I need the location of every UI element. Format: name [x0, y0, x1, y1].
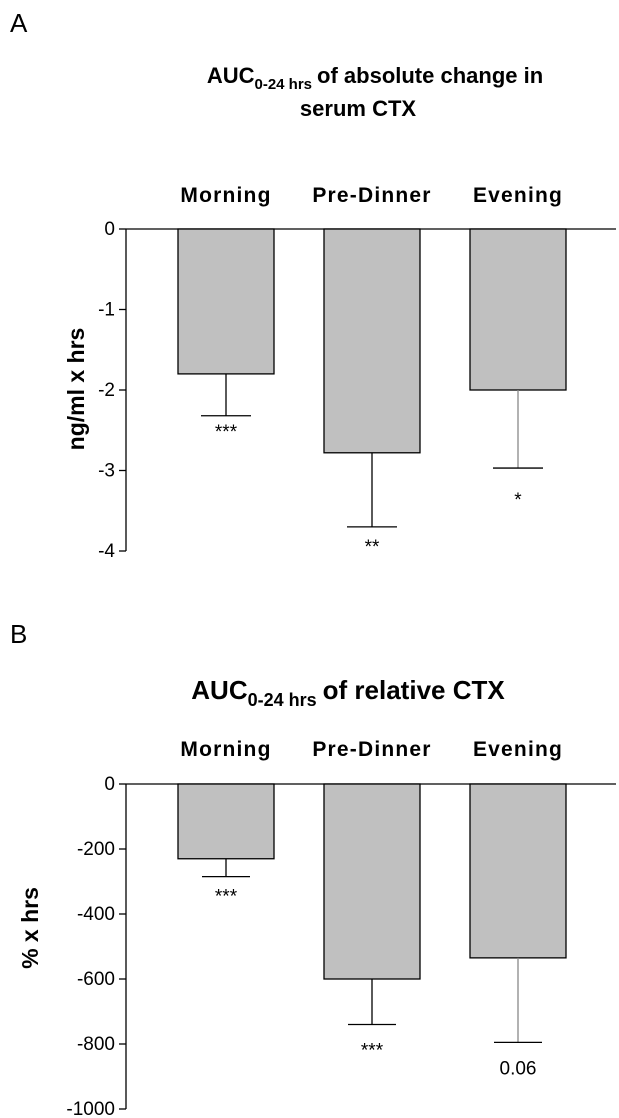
panel-b-title-subscript: 0-24 hrs	[248, 690, 317, 710]
panel-b-category-label: Morning	[180, 738, 271, 761]
panel-a-title-line2: serum CTX	[300, 96, 416, 121]
panel-b-significance-label: ***	[215, 887, 238, 908]
panel-a-category-label: Pre-Dinner	[312, 184, 431, 207]
panel-b-y-tick-label: -200	[77, 839, 115, 860]
panel-b-y-tick-label: -600	[77, 969, 115, 990]
panel-b-significance-label: ***	[361, 1041, 384, 1062]
panel-a-bar	[469, 228, 567, 391]
panel-a-category-label: Morning	[180, 184, 271, 207]
panel-b-plot: 0 -200 -400 -600 -800 -1000 *** Morning *** Pre-D…	[66, 738, 616, 1118]
panel-b-y-tick-label: 0	[104, 774, 115, 795]
panel-a-significance-label: ***	[215, 422, 238, 443]
panel-a-title-auc: AUC	[207, 63, 255, 88]
panel-a-category-label: Evening	[473, 184, 563, 207]
panel-a-y-tick-label: 0	[104, 219, 115, 240]
panel-a-plot: 0 -1 -2 -3 -4 *** Morning ** Pre-Dinner * Evening	[98, 184, 616, 562]
panel-a-y-tick-label: -1	[98, 300, 115, 321]
panel-b-title-auc: AUC	[191, 675, 248, 705]
panel-b-y-tick-label: -400	[77, 904, 115, 925]
panel-b-bar	[177, 783, 275, 860]
panel-a: A AUC0-24 hrs of absolute change in serum…	[10, 8, 616, 562]
panel-a-title-line1: AUC0-24 hrs of absolute change in	[207, 63, 543, 93]
panel-a-title-subscript: 0-24 hrs	[254, 76, 312, 93]
panel-a-bar	[323, 228, 421, 454]
panel-a-significance-label: *	[514, 490, 522, 511]
panel-a-bar	[177, 228, 275, 375]
panel-b-letter: B	[10, 619, 27, 649]
panel-b-bar	[323, 783, 421, 980]
panel-a-title-rest: of absolute change in	[317, 63, 543, 88]
panel-b-y-tick-label: -800	[77, 1034, 115, 1055]
panel-b-category-label: Evening	[473, 738, 563, 761]
panel-b: B AUC0-24 hrs of relative CTX % x hrs 0 -2…	[10, 619, 616, 1118]
panel-a-y-axis-label: ng/ml x hrs	[63, 328, 89, 451]
panel-b-category-label: Pre-Dinner	[312, 738, 431, 761]
panel-a-y-tick-label: -3	[98, 461, 115, 482]
panel-b-title-rest: of relative CTX	[323, 675, 506, 705]
panel-b-bar	[469, 783, 567, 959]
panel-a-y-tick-label: -4	[98, 541, 115, 562]
panel-a-y-tick-label: -2	[98, 380, 115, 401]
panel-a-significance-label: **	[365, 537, 380, 558]
panel-b-title: AUC0-24 hrs of relative CTX	[191, 675, 505, 710]
panel-a-letter: A	[10, 8, 28, 38]
panel-b-y-axis-label: % x hrs	[17, 887, 43, 969]
panel-b-significance-label: 0.06	[500, 1058, 537, 1079]
panel-b-y-tick-label: -1000	[66, 1099, 115, 1118]
